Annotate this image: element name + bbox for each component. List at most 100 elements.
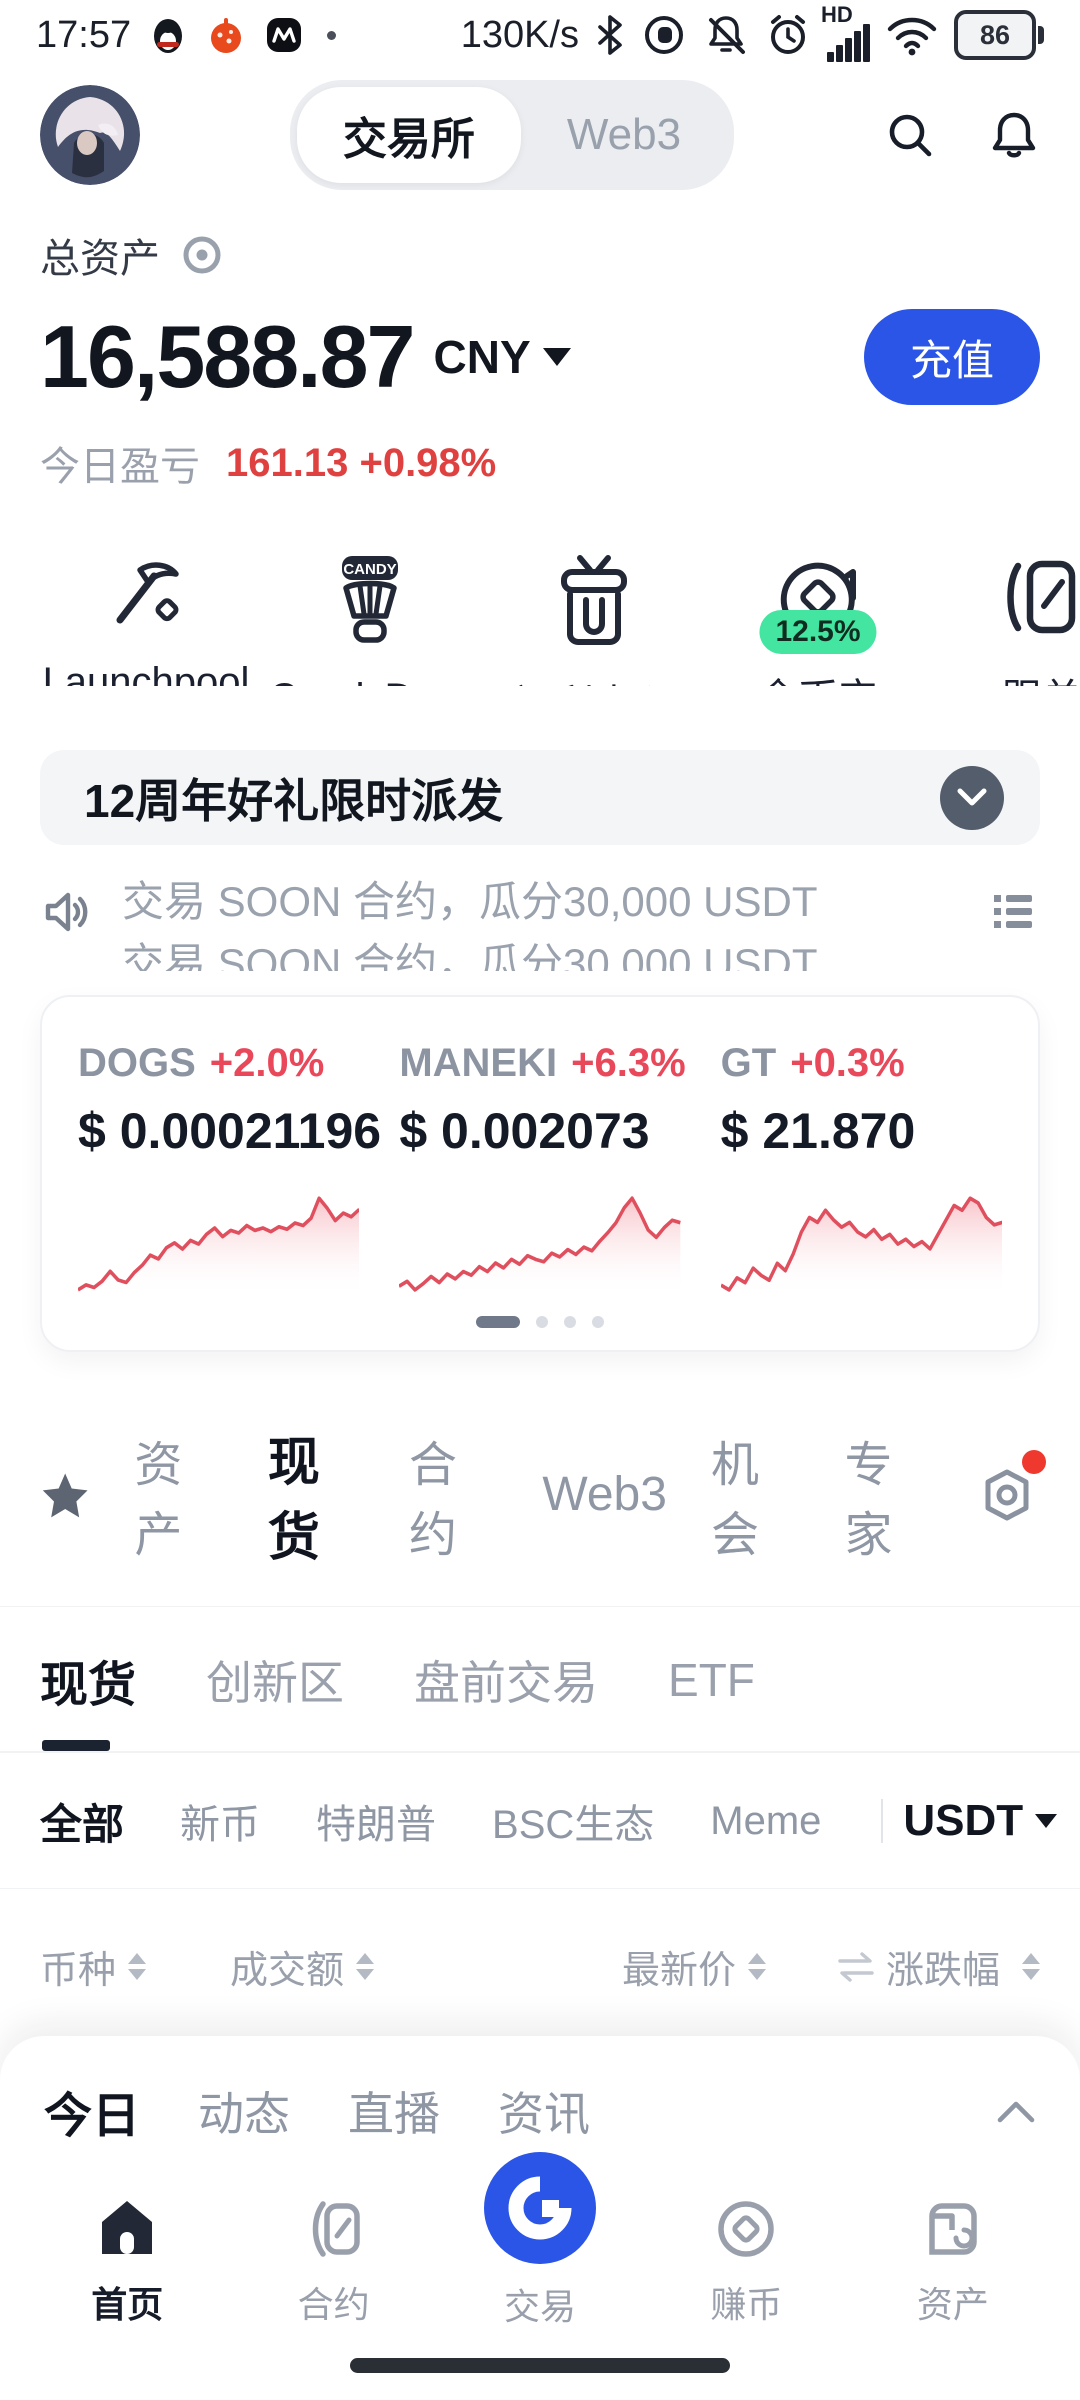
home-indicator [0, 2330, 1080, 2400]
earn-icon [718, 2201, 775, 2257]
tab-opportunities[interactable]: 机会 [710, 1438, 759, 1562]
carousel-dot[interactable] [536, 1315, 548, 1328]
tabs-settings-button[interactable] [978, 1449, 1046, 1524]
caret-down-icon [542, 348, 571, 366]
filter-all[interactable]: 全部 [40, 1800, 125, 1848]
drawer-tab-news[interactable]: 资讯 [498, 2088, 591, 2140]
sort-arrows-icon [747, 1953, 766, 1980]
music-app-icon [267, 18, 302, 52]
banner-expand-button[interactable] [940, 765, 1004, 830]
home-icon [102, 2201, 153, 2254]
star-icon[interactable] [40, 1469, 90, 1521]
category-filters: 全部 新币 特朗普 BSC生态 Meme TON生 USDT [0, 1791, 1080, 1852]
tab-web3[interactable]: Web3 [542, 1468, 667, 1522]
header-coin[interactable]: 币种 [40, 1939, 147, 1994]
nav-assets[interactable]: 资产 [850, 2178, 1056, 2330]
nav-home[interactable]: 首页 [24, 2178, 230, 2330]
chevron-up-icon[interactable] [996, 2098, 1036, 2124]
quick-action-rewards-center[interactable]: 福利中心 [482, 554, 706, 686]
app-header: 交易所 Web3 [0, 62, 1080, 200]
filter-bsc[interactable]: BSC生态 [492, 1803, 655, 1848]
quick-actions: Launchpool CANDY CandyDrop 福利中心 12.5% 余币… [0, 554, 1080, 686]
market-table-header: 币种 成交额 最新价 涨跌幅 [0, 1939, 1080, 1994]
announcement-line[interactable]: 交易 SOON 合约，瓜分30,000 USDT [122, 877, 818, 925]
wallet-icon [929, 2203, 977, 2255]
hot-coin-gt[interactable]: GT +0.3% $ 21.870 [720, 1041, 1002, 1296]
tab-web3[interactable]: Web3 [566, 110, 682, 159]
mute-icon [709, 16, 745, 54]
wifi-icon [887, 17, 937, 56]
header-price[interactable]: 最新价 [622, 1939, 766, 1994]
drawer-tab-today[interactable]: 今日 [44, 2090, 141, 2143]
carousel-dots [78, 1315, 1002, 1328]
filter-meme[interactable]: Meme [710, 1798, 822, 1843]
futures-icon [312, 2201, 360, 2257]
carousel-dot[interactable] [564, 1315, 576, 1328]
carousel-dot[interactable] [476, 1315, 520, 1328]
quick-action-savings[interactable]: 12.5% 余币宝 [706, 554, 930, 686]
nav-earn[interactable]: 赚币 [643, 2178, 849, 2330]
filter-trump[interactable]: 特朗普 [316, 1803, 437, 1848]
swap-icon [838, 1951, 874, 1982]
notification-dot [327, 30, 337, 40]
total-balance: 16,588.87 [40, 307, 415, 406]
quote-currency-selector[interactable]: USDT [903, 1796, 1058, 1846]
drawer-tab-live[interactable]: 直播 [348, 2088, 441, 2140]
nav-futures[interactable]: 合约 [230, 2178, 436, 2330]
tab-assets[interactable]: 资产 [134, 1438, 183, 1562]
caret-down-icon [1035, 1814, 1058, 1829]
subtab-premarket[interactable]: 盘前交易 [414, 1657, 599, 1710]
gate-logo-icon [484, 2152, 597, 2264]
subtab-spot[interactable]: 现货 [40, 1645, 136, 1752]
tab-experts[interactable]: 专家 [844, 1438, 893, 1562]
quick-action-copy-trading[interactable]: 跟单 [930, 554, 1080, 686]
header-volume[interactable]: 成交额 [230, 1939, 375, 1994]
pickaxe-icon [116, 562, 179, 624]
divider [0, 1887, 1080, 1889]
promo-banner[interactable]: 12周年好礼限时派发 [40, 750, 1040, 845]
savings-rate-badge: 12.5% [759, 610, 877, 654]
carousel-dot[interactable] [592, 1315, 604, 1328]
nav-trade[interactable]: 交易 [437, 2152, 643, 2330]
deposit-button[interactable]: 充值 [864, 309, 1040, 405]
spot-sub-tabs: 现货 创新区 盘前交易 ETF [0, 1645, 1080, 1752]
quick-action-candydrop[interactable]: CANDY CandyDrop [258, 554, 482, 686]
filter-new[interactable]: 新币 [180, 1803, 261, 1848]
tab-futures[interactable]: 合约 [408, 1438, 457, 1562]
announcement-ticker: 交易 SOON 合约，瓜分30,000 USDT 交易 SOON 合约，瓜分30… [0, 845, 1080, 971]
list-icon[interactable] [990, 889, 1036, 935]
announcement-line[interactable]: 交易 SOON 合约，瓜分30,000 USDT [122, 939, 818, 971]
avatar[interactable] [40, 85, 140, 185]
subtab-etf[interactable]: ETF [668, 1654, 755, 1707]
candy-machine-icon: CANDY [342, 556, 398, 643]
bluetooth-icon [598, 15, 622, 55]
tab-spot[interactable]: 现货 [267, 1433, 320, 1567]
search-icon[interactable] [884, 109, 936, 161]
bell-icon[interactable] [988, 109, 1040, 161]
quick-action-launchpool[interactable]: Launchpool [34, 554, 258, 686]
hot-coin-dogs[interactable]: DOGS +2.0% $ 0.00021196 [78, 1041, 381, 1296]
hot-coins-card: DOGS +2.0% $ 0.00021196 MANEKI +6.3% $ 0.0… [40, 994, 1040, 1352]
feed-drawer: 今日 动态 直播 资讯 [0, 2036, 1080, 2172]
assets-title: 总资产 [40, 237, 160, 281]
divider [881, 1799, 884, 1844]
tab-exchange[interactable]: 交易所 [296, 87, 521, 183]
hd-signal-icon: HD [821, 2, 870, 62]
home-indicator-bar[interactable] [350, 2357, 730, 2373]
hot-coin-maneki[interactable]: MANEKI +6.3% $ 0.002073 [399, 1041, 686, 1296]
sort-arrows-icon [356, 1953, 375, 1980]
eye-icon[interactable] [180, 233, 224, 277]
qq-icon [154, 19, 183, 53]
divider [0, 1751, 1080, 1753]
main-tabs: 资产 现货 合约 Web3 机会 专家 [0, 1420, 1080, 1570]
currency-selector[interactable]: CNY [434, 330, 571, 384]
pnl-label: 今日盈亏 [40, 445, 200, 489]
assets-summary: 总资产 16,588.87 CNY 充值 今日盈亏 161.13 +0.98% [0, 200, 1080, 492]
subtab-innovation[interactable]: 创新区 [206, 1657, 345, 1710]
sort-arrows-icon [1022, 1953, 1040, 1980]
gear-icon [985, 1469, 1029, 1521]
header-change[interactable]: 涨跌幅 [836, 1939, 1040, 1994]
drawer-tab-moments[interactable]: 动态 [198, 2088, 291, 2140]
coin-savings-icon [780, 562, 856, 631]
